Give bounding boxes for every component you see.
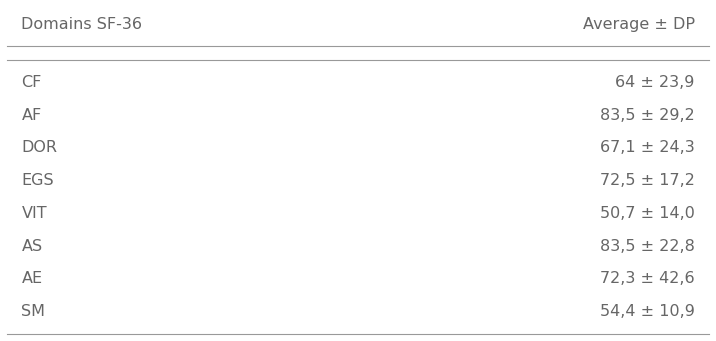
Text: Domains SF-36: Domains SF-36 [21, 17, 142, 32]
Text: Average ± DP: Average ± DP [583, 17, 695, 32]
Text: 72,3 ± 42,6: 72,3 ± 42,6 [600, 271, 695, 286]
Text: CF: CF [21, 75, 42, 90]
Text: DOR: DOR [21, 140, 57, 155]
Text: 72,5 ± 17,2: 72,5 ± 17,2 [599, 173, 695, 188]
Text: 83,5 ± 22,8: 83,5 ± 22,8 [599, 239, 695, 254]
Text: AF: AF [21, 108, 42, 123]
Text: EGS: EGS [21, 173, 54, 188]
Text: 64 ± 23,9: 64 ± 23,9 [615, 75, 695, 90]
Text: 67,1 ± 24,3: 67,1 ± 24,3 [600, 140, 695, 155]
Text: 54,4 ± 10,9: 54,4 ± 10,9 [599, 304, 695, 319]
Text: AE: AE [21, 271, 43, 286]
Text: 50,7 ± 14,0: 50,7 ± 14,0 [599, 206, 695, 221]
Text: AS: AS [21, 239, 43, 254]
Text: SM: SM [21, 304, 46, 319]
Text: VIT: VIT [21, 206, 47, 221]
Text: 83,5 ± 29,2: 83,5 ± 29,2 [600, 108, 695, 123]
